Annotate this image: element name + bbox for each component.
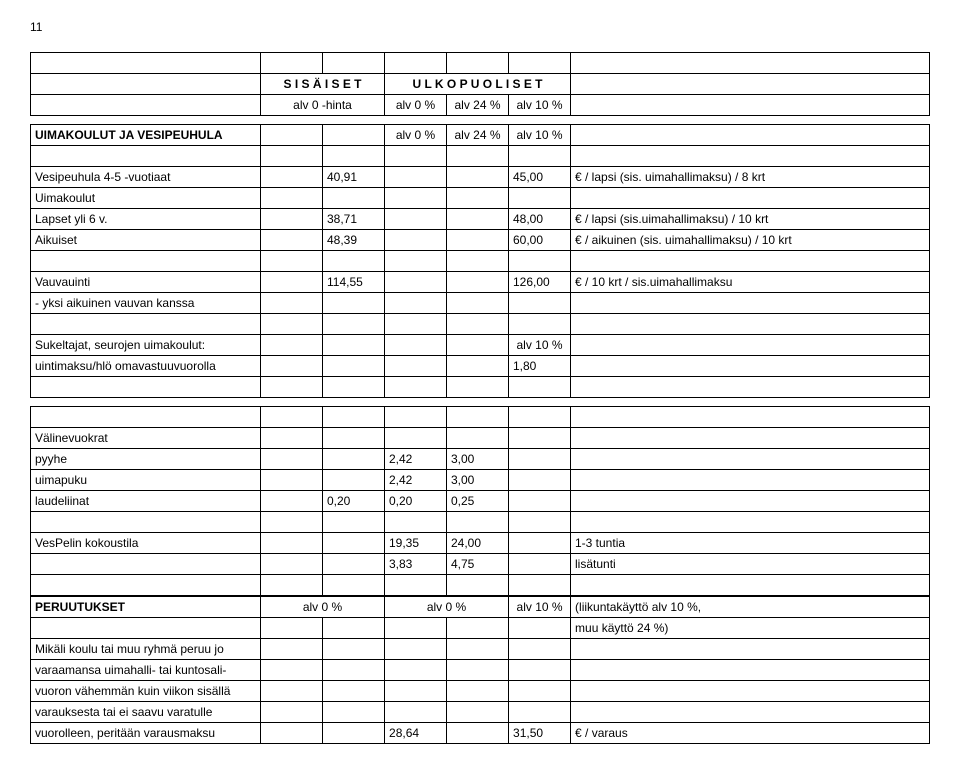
row-val: 3,00	[447, 449, 509, 470]
section2-title: PERUUTUKSET	[31, 597, 261, 618]
row-desc: pyyhe	[31, 449, 261, 470]
row-val: 40,91	[323, 167, 385, 188]
row-note: € / lapsi (sis.uimahallimaksu) / 10 krt	[571, 209, 930, 230]
row-desc: VesPelin kokoustila	[31, 533, 261, 554]
row-val: 48,00	[509, 209, 571, 230]
section1-c3: alv 0 %	[385, 125, 447, 146]
row-val: 1,80	[509, 356, 571, 377]
sub-c3: alv 0 %	[385, 95, 447, 116]
section2-c1: alv 0 %	[261, 597, 385, 618]
row-note: 1-3 tuntia	[571, 533, 930, 554]
header-left: S I S Ä I S E T	[261, 74, 385, 95]
row-val: 126,00	[509, 272, 571, 293]
row-val: 0,20	[385, 491, 447, 512]
section2-table: Välinevuokrat pyyhe 2,42 3,00 uimapuku 2…	[30, 406, 930, 596]
row-val: 0,20	[323, 491, 385, 512]
row-desc: Aikuiset	[31, 230, 261, 251]
row-val: 2,42	[385, 449, 447, 470]
row-val: 28,64	[385, 723, 447, 744]
row-val: 4,75	[447, 554, 509, 575]
section1-c5: alv 10 %	[509, 125, 571, 146]
row-val: 3,83	[385, 554, 447, 575]
row-note: lisätunti	[571, 554, 930, 575]
row-desc: Mikäli koulu tai muu ryhmä peruu jo	[31, 639, 261, 660]
row-desc: uimapuku	[31, 470, 261, 491]
sub-c4: alv 24 %	[447, 95, 509, 116]
row-val: 38,71	[323, 209, 385, 230]
sub-c5: alv 10 %	[509, 95, 571, 116]
row-desc: Välinevuokrat	[31, 428, 261, 449]
row-note: € / aikuinen (sis. uimahallimaksu) / 10 …	[571, 230, 930, 251]
row-val: 60,00	[509, 230, 571, 251]
row-desc: uintimaksu/hlö omavastuuvuorolla	[31, 356, 261, 377]
row-note: € / varaus	[571, 723, 930, 744]
row-val: 114,55	[323, 272, 385, 293]
row-desc: Uimakoulut	[31, 188, 261, 209]
row-desc: varaamansa uimahalli- tai kuntosali-	[31, 660, 261, 681]
row-desc: varauksesta tai ei saavu varatulle	[31, 702, 261, 723]
row-val: 31,50	[509, 723, 571, 744]
row-val: 2,42	[385, 470, 447, 491]
row-val: 19,35	[385, 533, 447, 554]
main-table: S I S Ä I S E T U L K O P U O L I S E T …	[30, 52, 930, 116]
section2-note: (liikuntakäyttö alv 10 %,	[571, 597, 930, 618]
header-right: U L K O P U O L I S E T	[385, 74, 571, 95]
section2-c3: alv 0 %	[385, 597, 509, 618]
row-desc: Vesipeuhula 4-5 -vuotiaat	[31, 167, 261, 188]
row-val: 0,25	[447, 491, 509, 512]
row-note: € / lapsi (sis. uimahallimaksu) / 8 krt	[571, 167, 930, 188]
row-desc: vuoron vähemmän kuin viikon sisällä	[31, 681, 261, 702]
section1-c4: alv 24 %	[447, 125, 509, 146]
row-desc: Sukeltajat, seurojen uimakoulut:	[31, 335, 261, 356]
row-desc: Lapset yli 6 v.	[31, 209, 261, 230]
row-val: 45,00	[509, 167, 571, 188]
row-val: 3,00	[447, 470, 509, 491]
row-val: 48,39	[323, 230, 385, 251]
row-note: € / 10 krt / sis.uimahallimaksu	[571, 272, 930, 293]
row-val: 24,00	[447, 533, 509, 554]
row-desc: laudeliinat	[31, 491, 261, 512]
section2-note2: muu käyttö 24 %)	[571, 618, 930, 639]
row-desc: - yksi aikuinen vauvan kanssa	[31, 293, 261, 314]
row-desc: vuorolleen, peritään varausmaksu	[31, 723, 261, 744]
section2-c5: alv 10 %	[509, 597, 571, 618]
sub-left: alv 0 -hinta	[261, 95, 385, 116]
row-val: alv 10 %	[509, 335, 571, 356]
section1-title: UIMAKOULUT JA VESIPEUHULA	[31, 125, 261, 146]
row-desc: Vauvauinti	[31, 272, 261, 293]
section3-table: PERUUTUKSET alv 0 % alv 0 % alv 10 % (li…	[30, 596, 930, 744]
page-number: 11	[30, 20, 930, 34]
section1-table: UIMAKOULUT JA VESIPEUHULA alv 0 % alv 24…	[30, 124, 930, 398]
